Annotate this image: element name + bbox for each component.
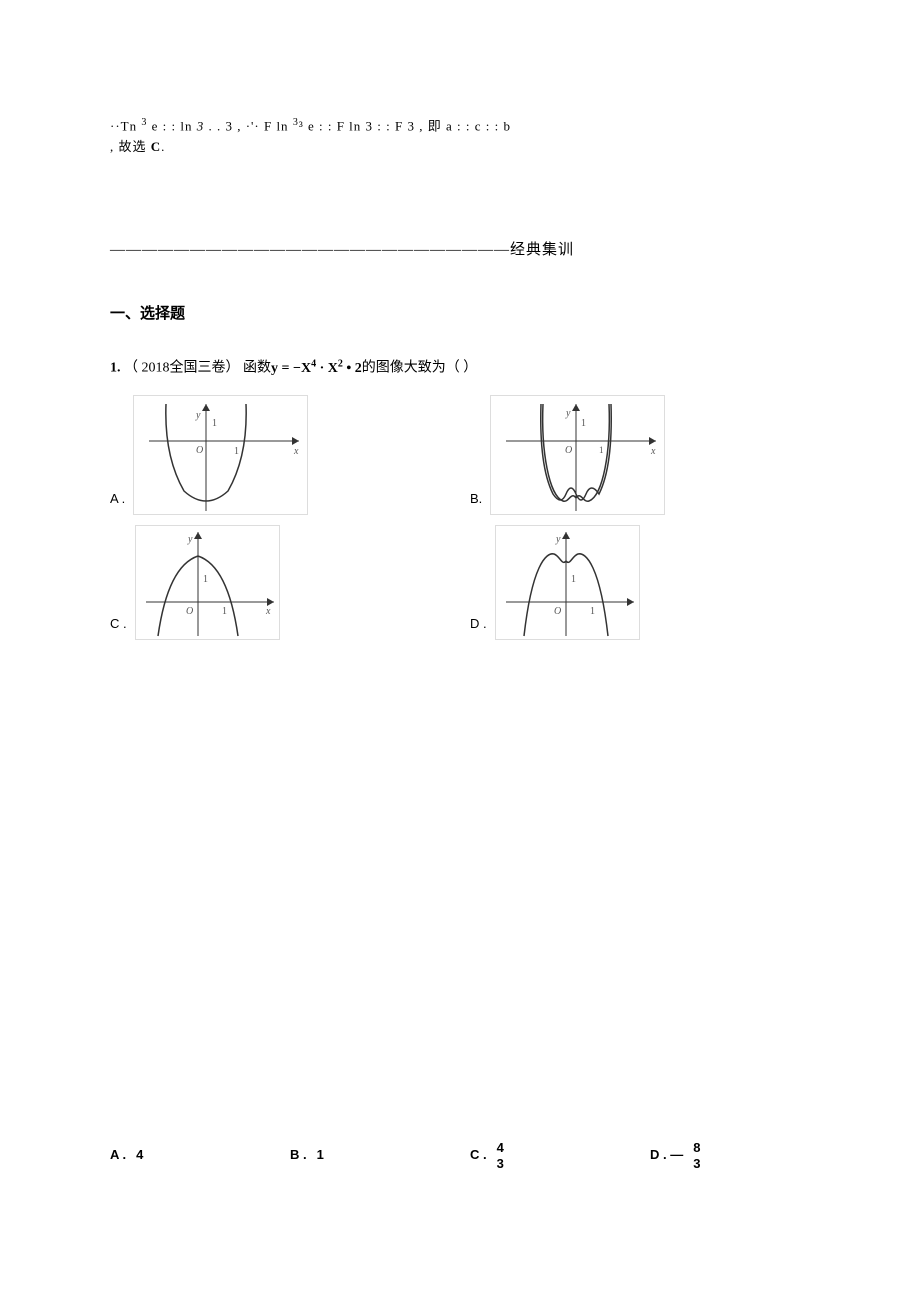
svg-text:O: O bbox=[186, 606, 193, 617]
divider-dashes: ————————————————————————— bbox=[110, 242, 510, 258]
intro-solution: ··Tn 3 e : : ln 3 . . 3 , ·'· F ln 3³ e … bbox=[110, 115, 810, 158]
intro-line2a: , 故选 bbox=[110, 139, 151, 154]
intro-part1: ··Tn bbox=[110, 118, 141, 133]
q2-c-label: C . bbox=[470, 1145, 487, 1166]
svg-text:x: x bbox=[293, 446, 299, 457]
q2-choices: A . 4 B . 1 C . 4 3 D . ― 8 3 bbox=[110, 1140, 810, 1171]
q1-choice-c-label: C . bbox=[110, 614, 127, 640]
q2-choice-d: D . ― 8 3 bbox=[650, 1140, 810, 1171]
q1-formula: y = −X4 · X2 • 2 bbox=[271, 361, 362, 376]
q2-a-label: A . bbox=[110, 1145, 126, 1166]
svg-text:1: 1 bbox=[599, 445, 604, 455]
section-divider: —————————————————————————经典集训 bbox=[110, 238, 810, 262]
q1-graph-d: y 1 1 O bbox=[495, 525, 640, 640]
q1-choice-d: D . y 1 1 O bbox=[470, 525, 810, 640]
svg-text:O: O bbox=[196, 445, 203, 456]
svg-text:1: 1 bbox=[203, 574, 208, 585]
q2-b-label: B . bbox=[290, 1145, 307, 1166]
svg-text:1: 1 bbox=[234, 446, 239, 457]
q2-d-den: 3 bbox=[693, 1156, 700, 1172]
svg-text:O: O bbox=[565, 445, 572, 456]
q2-c-num: 4 bbox=[497, 1140, 504, 1156]
q1-number: 1. bbox=[110, 361, 121, 376]
q2-c-frac: 4 3 bbox=[497, 1140, 504, 1171]
q1-choices: A . y x 1 1 O B. y bbox=[110, 395, 810, 640]
section-title: 一、选择题 bbox=[110, 302, 810, 326]
q1-choice-a: A . y x 1 1 O bbox=[110, 395, 450, 515]
q1-choice-d-label: D . bbox=[470, 614, 487, 640]
svg-text:1: 1 bbox=[222, 606, 227, 617]
q2-choice-a: A . 4 bbox=[110, 1140, 270, 1171]
svg-text:x: x bbox=[265, 606, 271, 617]
q1-choice-b: B. y x 1 1 O bbox=[470, 395, 810, 515]
q2-choice-b: B . 1 bbox=[290, 1140, 450, 1171]
q1-choice-c: C . y x 1 1 O bbox=[110, 525, 450, 640]
q1-suffix: 的图像大致为（ ） bbox=[362, 361, 478, 376]
q1-graph-a: y x 1 1 O bbox=[133, 395, 308, 515]
q2-d-label: D . ― bbox=[650, 1145, 683, 1166]
q1-prefix: 函数 bbox=[243, 361, 271, 376]
intro-part4: ³ e : : F ln 3 : : F 3 , 即 a : : c : : b bbox=[299, 118, 511, 133]
intro-answer: C bbox=[151, 139, 161, 154]
q2-choice-c: C . 4 3 bbox=[470, 1140, 630, 1171]
q1-graph-c: y x 1 1 O bbox=[135, 525, 280, 640]
intro-line2b: . bbox=[161, 139, 165, 154]
svg-text:y: y bbox=[565, 408, 571, 419]
q1-graph-b: y x 1 1 O bbox=[490, 395, 665, 515]
q2-c-den: 3 bbox=[497, 1156, 504, 1172]
divider-label: 经典集训 bbox=[510, 242, 574, 258]
svg-text:1: 1 bbox=[590, 606, 595, 617]
svg-text:x: x bbox=[650, 446, 656, 457]
question-1-stem: 1. （ 2018全国三卷） 函数y = −X4 · X2 • 2的图像大致为（… bbox=[110, 356, 810, 380]
q2-a-value: 4 bbox=[136, 1145, 143, 1166]
svg-text:y: y bbox=[187, 534, 193, 545]
intro-part2: e : : ln bbox=[147, 118, 196, 133]
svg-text:O: O bbox=[554, 606, 561, 617]
svg-text:y: y bbox=[195, 410, 201, 421]
q1-choice-a-label: A . bbox=[110, 489, 125, 515]
q1-source: （ 2018全国三卷） bbox=[124, 361, 240, 376]
intro-part3: . . 3 , ·'· F ln bbox=[204, 118, 293, 133]
svg-text:1: 1 bbox=[581, 418, 586, 429]
svg-text:1: 1 bbox=[571, 574, 576, 585]
q1-choice-b-label: B. bbox=[470, 489, 482, 515]
q2-d-frac: 8 3 bbox=[693, 1140, 700, 1171]
q2-d-num: 8 bbox=[693, 1140, 700, 1156]
svg-text:1: 1 bbox=[212, 418, 217, 429]
svg-text:y: y bbox=[555, 534, 561, 545]
q2-b-value: 1 bbox=[317, 1145, 324, 1166]
